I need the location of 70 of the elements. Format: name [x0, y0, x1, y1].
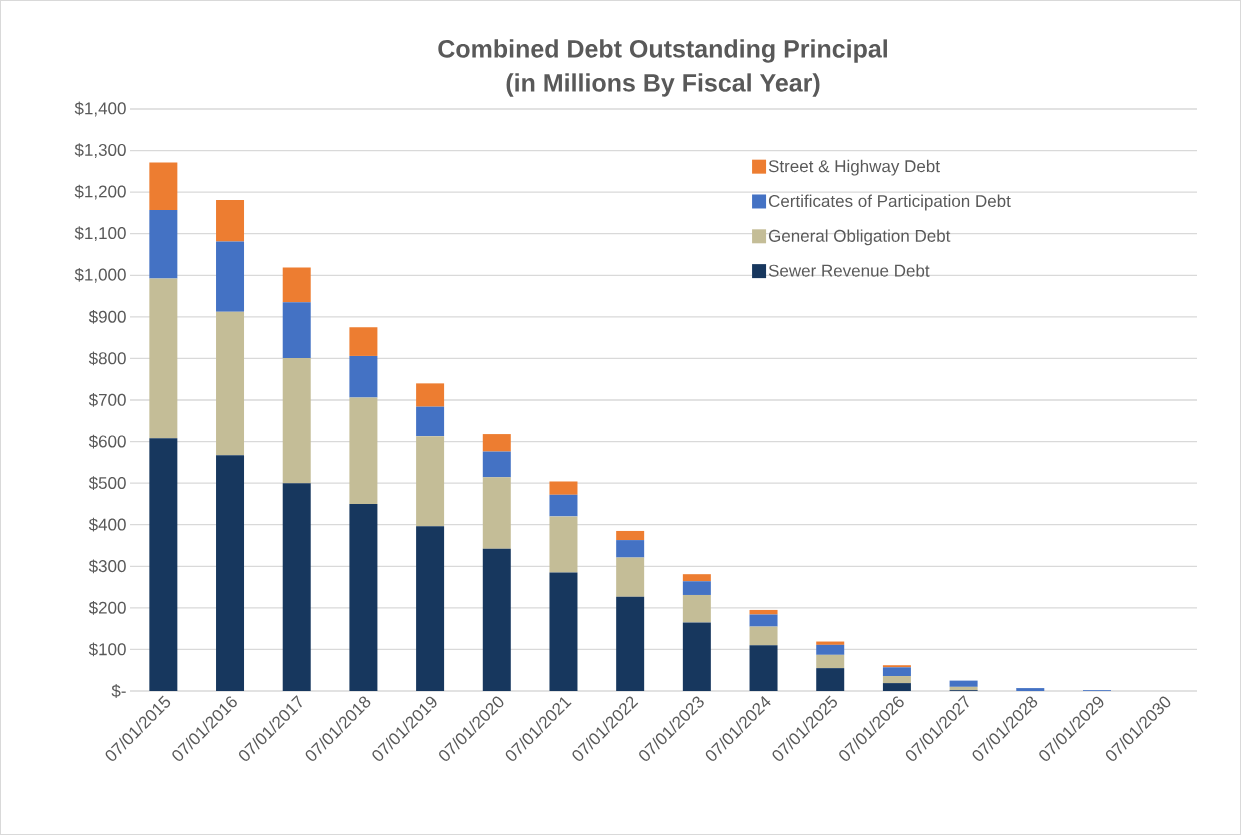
bar — [549, 481, 578, 495]
bar — [416, 526, 445, 691]
y-tick-label: $300 — [88, 559, 126, 574]
bar — [282, 358, 311, 484]
bar — [349, 355, 378, 398]
bar — [416, 436, 445, 527]
legend-label: Street & Highway Debt — [768, 159, 940, 176]
bar — [482, 451, 511, 478]
bar — [616, 596, 645, 691]
bar — [549, 494, 578, 517]
y-tick-label: $1,400 — [74, 101, 126, 117]
bar — [616, 530, 645, 541]
bar — [482, 434, 511, 452]
bar — [349, 327, 378, 356]
legend-label: Certificates of Participation Debt — [768, 194, 1011, 211]
bar — [216, 200, 245, 242]
bar — [816, 668, 845, 691]
bar — [149, 210, 178, 279]
bar — [882, 665, 911, 668]
bar — [549, 516, 578, 573]
y-tick-label: $1,200 — [74, 184, 126, 200]
bar — [949, 680, 978, 687]
bar — [416, 383, 445, 407]
y-tick-label: $500 — [88, 476, 126, 491]
bar — [482, 548, 511, 691]
bar — [149, 162, 178, 211]
bar — [682, 622, 711, 691]
y-tick-label: $700 — [88, 393, 126, 407]
bar — [282, 302, 311, 359]
bar — [149, 278, 178, 439]
bar — [882, 667, 911, 677]
bar — [216, 241, 245, 312]
bar — [682, 594, 711, 623]
bar — [1016, 688, 1045, 691]
bar — [682, 574, 711, 582]
bar — [349, 397, 378, 504]
bar — [949, 686, 978, 691]
y-tick-label: $400 — [88, 517, 126, 532]
y-tick-label: $1,300 — [74, 143, 126, 158]
y-tick-label: $200 — [88, 600, 126, 615]
bar — [282, 267, 311, 303]
chart-title: Combined Debt Outstanding Principal (in Millions By Fiscal Year) — [438, 39, 887, 97]
bar — [216, 311, 245, 456]
y-tick-label: $100 — [88, 642, 126, 657]
bar — [549, 572, 578, 691]
bar — [749, 626, 778, 646]
y-tick-label: $900 — [88, 309, 126, 324]
legend-label: Sewer Revenue Debt — [768, 264, 930, 277]
bar — [682, 581, 711, 595]
y-tick-label: $1,000 — [74, 267, 126, 283]
bar — [349, 503, 378, 691]
bar — [616, 557, 645, 597]
bar — [149, 438, 178, 691]
bar — [282, 483, 311, 691]
bar — [616, 540, 645, 558]
bar — [816, 641, 845, 645]
bar — [882, 683, 911, 691]
bar — [816, 654, 845, 669]
bar — [749, 645, 778, 691]
bar — [749, 609, 778, 615]
bar — [216, 455, 245, 691]
bar — [882, 676, 911, 684]
y-tick-label: $1,100 — [74, 226, 126, 242]
bar — [816, 644, 845, 655]
bar — [482, 477, 511, 549]
y-tick-label: $600 — [88, 434, 126, 449]
legend-label: General Obligation Debt — [768, 229, 951, 246]
bar — [749, 614, 778, 627]
bar — [416, 406, 445, 437]
y-tick-label: $800 — [88, 351, 126, 366]
